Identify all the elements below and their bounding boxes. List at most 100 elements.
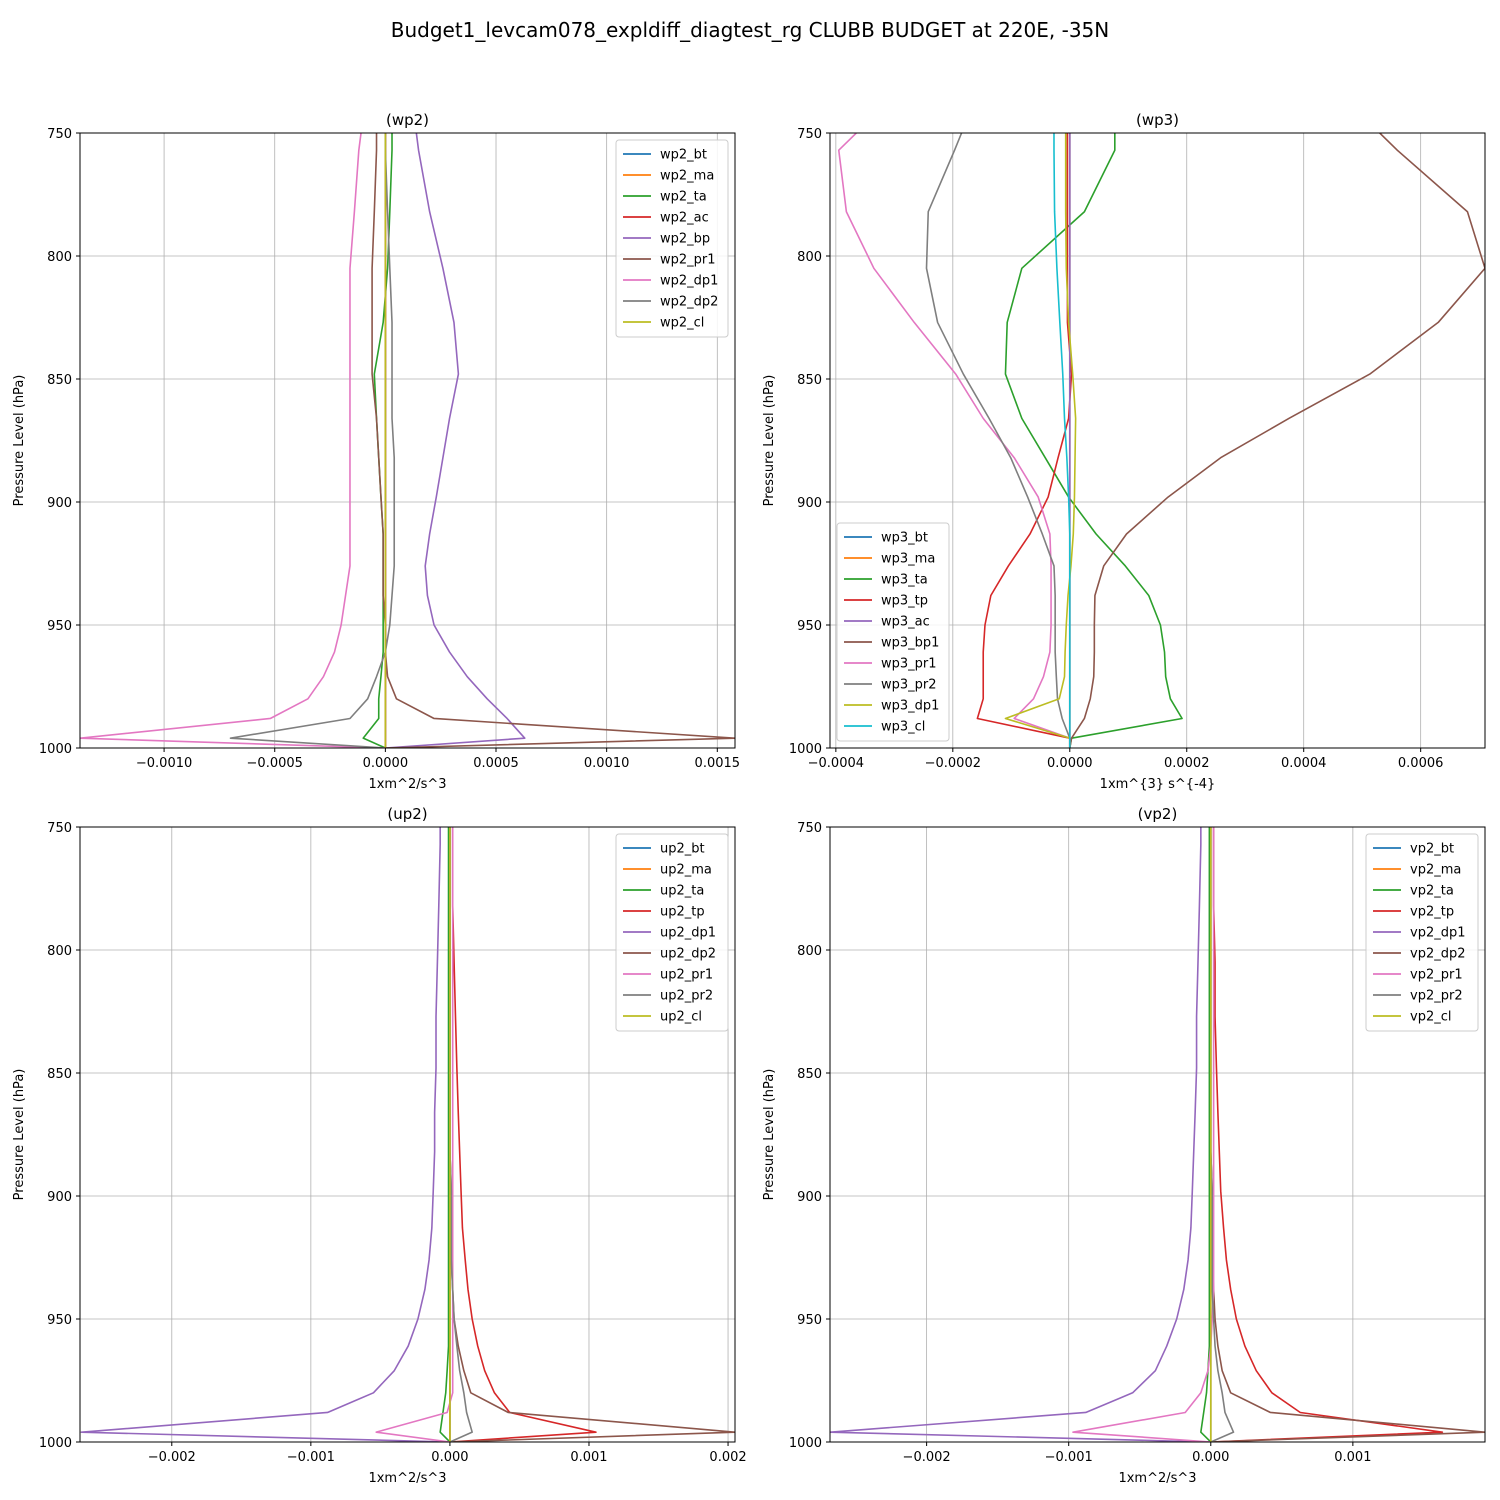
legend-label: wp3_ma bbox=[881, 552, 935, 567]
legend-label: up2_pr2 bbox=[660, 989, 713, 1004]
legend-box bbox=[836, 522, 950, 742]
legend-label: wp2_dp2 bbox=[660, 295, 718, 310]
legend-box bbox=[615, 833, 729, 1032]
legend: up2_bt up2_ma up2_ta up2_tp up2_dp1 up2_dp2up… bbox=[615, 833, 729, 1032]
legend-label: vp2_dp1 bbox=[1410, 926, 1466, 941]
series-lines bbox=[837, 133, 1485, 748]
x-tick-label: 0.001 bbox=[1334, 1450, 1371, 1465]
legend-label: wp2_ma bbox=[660, 169, 714, 184]
series-line-wp2_dp1 bbox=[80, 133, 386, 748]
y-tick-label: 800 bbox=[47, 250, 72, 265]
legend-label: vp2_ta bbox=[1410, 884, 1454, 899]
legend-label: vp2_cl bbox=[1410, 1010, 1451, 1025]
legend-label: up2_ma bbox=[660, 863, 712, 878]
x-tick-label: 0.0004 bbox=[1281, 756, 1327, 771]
legend-label: wp3_ta bbox=[881, 573, 928, 588]
series-line-vp2_ta bbox=[1200, 827, 1212, 1442]
panel-wp2: −0.0010 −0.0005 0.0000 0.0005 0.0010 0.0015 75… bbox=[12, 111, 740, 792]
legend-label: wp3_pr1 bbox=[881, 657, 937, 672]
axes-frame bbox=[79, 132, 736, 749]
x-tick-label: 0.001 bbox=[570, 1450, 607, 1465]
x-tick-label: −0.001 bbox=[287, 1450, 335, 1465]
y-tick-label: 750 bbox=[47, 821, 72, 836]
legend-label: vp2_dp2 bbox=[1410, 947, 1466, 962]
y-tick-label: 900 bbox=[47, 496, 72, 511]
panel-vp2: −0.002 −0.001 0.000 0.001 750 800 850 900 950 100… bbox=[762, 805, 1486, 1486]
legend-label: up2_bt bbox=[660, 842, 705, 857]
y-tick-label: 900 bbox=[47, 1190, 72, 1205]
x-axis-label: 1xm^2/s^3 bbox=[368, 1471, 446, 1486]
y-axis-label: Pressure Level (hPa) bbox=[12, 375, 27, 507]
series-line-vp2_tp bbox=[1210, 827, 1444, 1442]
x-tick-label: 0.0000 bbox=[363, 756, 409, 771]
x-axis-label: 1xm^{3} s^{-4} bbox=[1100, 777, 1216, 792]
panel-title: (vp2) bbox=[1138, 805, 1178, 823]
axes-frame bbox=[829, 826, 1486, 1443]
x-tick-label: −0.0005 bbox=[247, 756, 303, 771]
legend-label: wp2_bp bbox=[660, 232, 710, 247]
y-axis-label: Pressure Level (hPa) bbox=[762, 375, 777, 507]
legend-label: wp3_dp1 bbox=[881, 699, 939, 714]
legend-label: wp2_ac bbox=[660, 211, 709, 226]
legend-label: vp2_pr1 bbox=[1410, 968, 1463, 983]
panel-title: (wp2) bbox=[386, 111, 429, 129]
y-tick-label: 1000 bbox=[39, 742, 72, 757]
y-tick-label: 750 bbox=[47, 127, 72, 142]
x-tick-label: −0.0004 bbox=[808, 756, 864, 771]
axes-frame bbox=[829, 132, 1486, 749]
legend: wp3_bt wp3_ma wp3_ta wp3_tp wp3_ac wp3_bp1 wp3… bbox=[836, 522, 950, 742]
y-tick-label: 800 bbox=[797, 250, 822, 265]
series-line-wp2_pr1 bbox=[371, 133, 735, 748]
x-tick-label: −0.0010 bbox=[136, 756, 192, 771]
legend: vp2_bt vp2_ma vp2_ta vp2_tp vp2_dp1 vp2_dp2vp… bbox=[1365, 833, 1479, 1032]
series-line-wp3_pr1 bbox=[837, 133, 1071, 748]
x-tick-label: 0.000 bbox=[431, 1450, 468, 1465]
x-tick-label: 0.0006 bbox=[1398, 756, 1444, 771]
legend: wp2_bt wp2_ma wp2_ta wp2_ac wp2_bp wp2_pr1 wp2… bbox=[615, 139, 729, 338]
legend-label: up2_tp bbox=[660, 905, 705, 920]
legend-label: up2_pr1 bbox=[660, 968, 713, 983]
panel-wp3: −0.0004 −0.0002 0.0000 0.0002 0.0004 0.0006 75… bbox=[762, 111, 1486, 792]
y-tick-label: 950 bbox=[47, 1313, 72, 1328]
x-tick-label: 0.0015 bbox=[695, 756, 741, 771]
series-line-wp3_dp1 bbox=[1004, 133, 1077, 748]
y-tick-label: 950 bbox=[797, 619, 822, 634]
legend-label: vp2_pr2 bbox=[1410, 989, 1463, 1004]
y-tick-label: 1000 bbox=[39, 1436, 72, 1451]
legend-label: wp2_pr1 bbox=[660, 253, 716, 268]
series-line-vp2_dp1 bbox=[830, 827, 1211, 1442]
y-tick-label: 950 bbox=[47, 619, 72, 634]
legend-label: up2_cl bbox=[660, 1010, 702, 1025]
legend-label: up2_dp2 bbox=[660, 947, 716, 962]
x-tick-label: −0.002 bbox=[903, 1450, 951, 1465]
legend-label: vp2_tp bbox=[1410, 905, 1454, 920]
y-tick-label: 750 bbox=[797, 127, 822, 142]
series-lines bbox=[80, 827, 735, 1442]
series-line-vp2_pr1 bbox=[1072, 827, 1215, 1442]
x-tick-label: −0.0002 bbox=[925, 756, 981, 771]
y-tick-label: 850 bbox=[47, 373, 72, 388]
x-tick-label: 0.0005 bbox=[473, 756, 519, 771]
y-tick-label: 950 bbox=[797, 1313, 822, 1328]
legend-label: vp2_ma bbox=[1410, 863, 1461, 878]
series-line-wp3_cl bbox=[1053, 133, 1071, 748]
panels: −0.0010 −0.0005 0.0000 0.0005 0.0010 0.0015 75… bbox=[12, 111, 1486, 1486]
legend-label: wp3_pr2 bbox=[881, 678, 937, 693]
series-line-wp2_bp bbox=[385, 133, 526, 748]
x-axis-label: 1xm^2/s^3 bbox=[368, 777, 446, 792]
axes-frame bbox=[79, 826, 736, 1443]
series-line-up2_ta bbox=[439, 827, 451, 1442]
y-tick-label: 900 bbox=[797, 496, 822, 511]
y-tick-label: 900 bbox=[797, 1190, 822, 1205]
x-tick-label: −0.002 bbox=[148, 1450, 196, 1465]
legend-label: wp3_cl bbox=[881, 720, 925, 735]
legend-label: up2_ta bbox=[660, 884, 704, 899]
x-axis-label: 1xm^2/s^3 bbox=[1118, 1471, 1196, 1486]
x-tick-label: 0.0000 bbox=[1047, 756, 1093, 771]
y-tick-label: 750 bbox=[797, 821, 822, 836]
legend-label: wp2_dp1 bbox=[660, 274, 718, 289]
series-lines bbox=[80, 133, 735, 748]
y-tick-label: 800 bbox=[797, 944, 822, 959]
legend-label: wp2_bt bbox=[660, 148, 707, 163]
